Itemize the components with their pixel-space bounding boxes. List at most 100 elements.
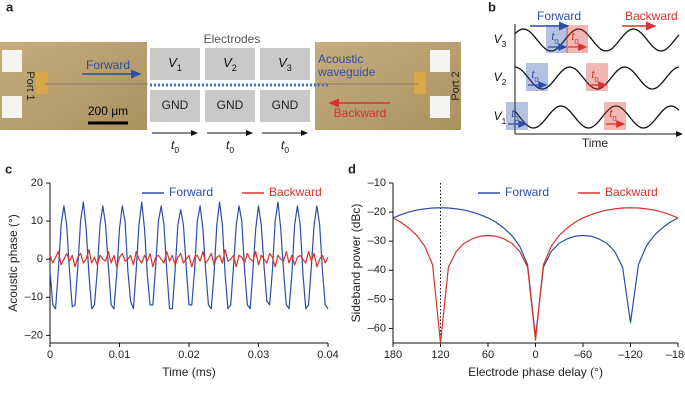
- y-tick-label: –20: [25, 329, 43, 341]
- panel-label: b: [488, 0, 496, 14]
- symbol-sub: 1: [177, 63, 182, 73]
- symbol-main: t: [591, 69, 595, 81]
- panel-label: d: [348, 161, 356, 176]
- y-tick-label: –10: [25, 291, 43, 303]
- legend-label: Forward: [169, 185, 213, 199]
- backward-label: Backward: [334, 106, 387, 120]
- y-tick-label: –10: [368, 177, 386, 189]
- electrode: [150, 48, 200, 80]
- symbol-main: t: [551, 31, 555, 43]
- x-tick-label: –180: [666, 349, 685, 361]
- y-tick-label: –50: [368, 293, 386, 305]
- ground-electrode: [260, 90, 310, 122]
- forward-label: Forward: [86, 58, 130, 72]
- x-tick-label: 180: [384, 349, 402, 361]
- series-line: [49, 249, 329, 268]
- symbol-sub: 0: [534, 75, 538, 84]
- ground-electrode: [150, 90, 200, 122]
- wave: [514, 28, 680, 52]
- series-line: [49, 201, 329, 310]
- y-tick-label: –20: [368, 206, 386, 218]
- symbol-label: t0: [171, 138, 179, 155]
- x-tick-label: –120: [618, 349, 642, 361]
- x-axis-title: Electrode phase delay (°): [468, 365, 603, 379]
- y-axis-title: Acoustic phase (°): [6, 214, 20, 312]
- x-tick-label: 60: [482, 349, 494, 361]
- symbol-main: V: [494, 70, 503, 84]
- wave: [514, 105, 680, 129]
- symbol-label: t0: [571, 31, 578, 46]
- x-tick-label: 120: [431, 349, 449, 361]
- pad: [2, 50, 22, 72]
- backward-label: Backward: [625, 9, 678, 23]
- symbol-sub: 0: [174, 145, 179, 155]
- x-tick-label: 0.04: [317, 349, 338, 361]
- scale-bar-label: 200 μm: [88, 104, 128, 118]
- symbol-main: t: [571, 31, 575, 43]
- symbol-label: V2: [223, 55, 237, 73]
- y-axis-title: Sideband power (dBc): [349, 204, 363, 323]
- ground-electrode: [205, 90, 255, 122]
- symbol-sub: 3: [502, 39, 507, 49]
- symbol-main: t: [531, 69, 535, 81]
- pad: [430, 96, 450, 118]
- gnd-label: GND: [162, 98, 189, 112]
- plot-frame: [393, 183, 678, 343]
- panel-label: c: [5, 161, 12, 176]
- symbol-label: t0: [609, 108, 616, 123]
- symbol-sub: 3: [287, 63, 292, 73]
- waveguide-label: Acoustic: [318, 52, 363, 66]
- symbol-main: t: [281, 138, 285, 152]
- contact: [36, 72, 48, 94]
- port-label: Port 1: [24, 71, 36, 100]
- symbol-sub: 2: [232, 63, 237, 73]
- symbol-sub: 0: [574, 37, 578, 46]
- y-tick-label: –40: [368, 264, 386, 276]
- symbol-sub: 0: [612, 114, 616, 123]
- electrode: [260, 48, 310, 80]
- x-tick-label: 0.01: [109, 349, 130, 361]
- x-tick-label: 0.02: [178, 349, 199, 361]
- symbol-label: t0: [531, 69, 538, 84]
- electrodes-label: Electrodes: [204, 32, 261, 46]
- legend-label: Forward: [505, 185, 549, 199]
- x-tick-label: –60: [574, 349, 592, 361]
- series-line: [392, 207, 679, 338]
- x-axis-title: Time (ms): [162, 365, 216, 379]
- panel-label: a: [6, 0, 14, 14]
- axis-title: Time: [582, 136, 609, 150]
- symbol-sub: 0: [229, 145, 234, 155]
- pad: [2, 96, 22, 118]
- symbol-main: V: [494, 32, 503, 46]
- symbol-main: t: [171, 138, 175, 152]
- y-tick-label: 20: [31, 177, 43, 189]
- symbol-main: V: [494, 109, 503, 123]
- port-label: Port 2: [450, 71, 462, 100]
- x-tick-label: 0: [47, 349, 53, 361]
- y-tick-label: 10: [31, 215, 43, 227]
- symbol-label: t0: [281, 138, 289, 155]
- symbol-label: t0: [511, 108, 518, 123]
- symbol-main: t: [226, 138, 230, 152]
- symbol-sub: 2: [502, 77, 507, 87]
- symbol-label: V3: [278, 55, 292, 73]
- series-line: [392, 207, 679, 344]
- contact: [414, 72, 426, 94]
- gnd-label: GND: [217, 98, 244, 112]
- symbol-label: t0: [591, 69, 598, 84]
- symbol-main: t: [609, 108, 613, 120]
- symbol-label: V3: [494, 32, 507, 49]
- electrode: [205, 48, 255, 80]
- x-tick-label: 0: [532, 349, 538, 361]
- symbol-sub: 0: [514, 114, 518, 123]
- legend-label: Backward: [269, 185, 322, 199]
- symbol-sub: 0: [594, 75, 598, 84]
- forward-label: Forward: [537, 9, 581, 23]
- legend-label: Backward: [605, 185, 658, 199]
- y-tick-label: –30: [368, 235, 386, 247]
- wave: [514, 66, 680, 90]
- x-tick-label: 0.03: [248, 349, 269, 361]
- symbol-main: V: [278, 55, 288, 70]
- micrograph-left: [0, 42, 147, 130]
- symbol-main: V: [223, 55, 233, 70]
